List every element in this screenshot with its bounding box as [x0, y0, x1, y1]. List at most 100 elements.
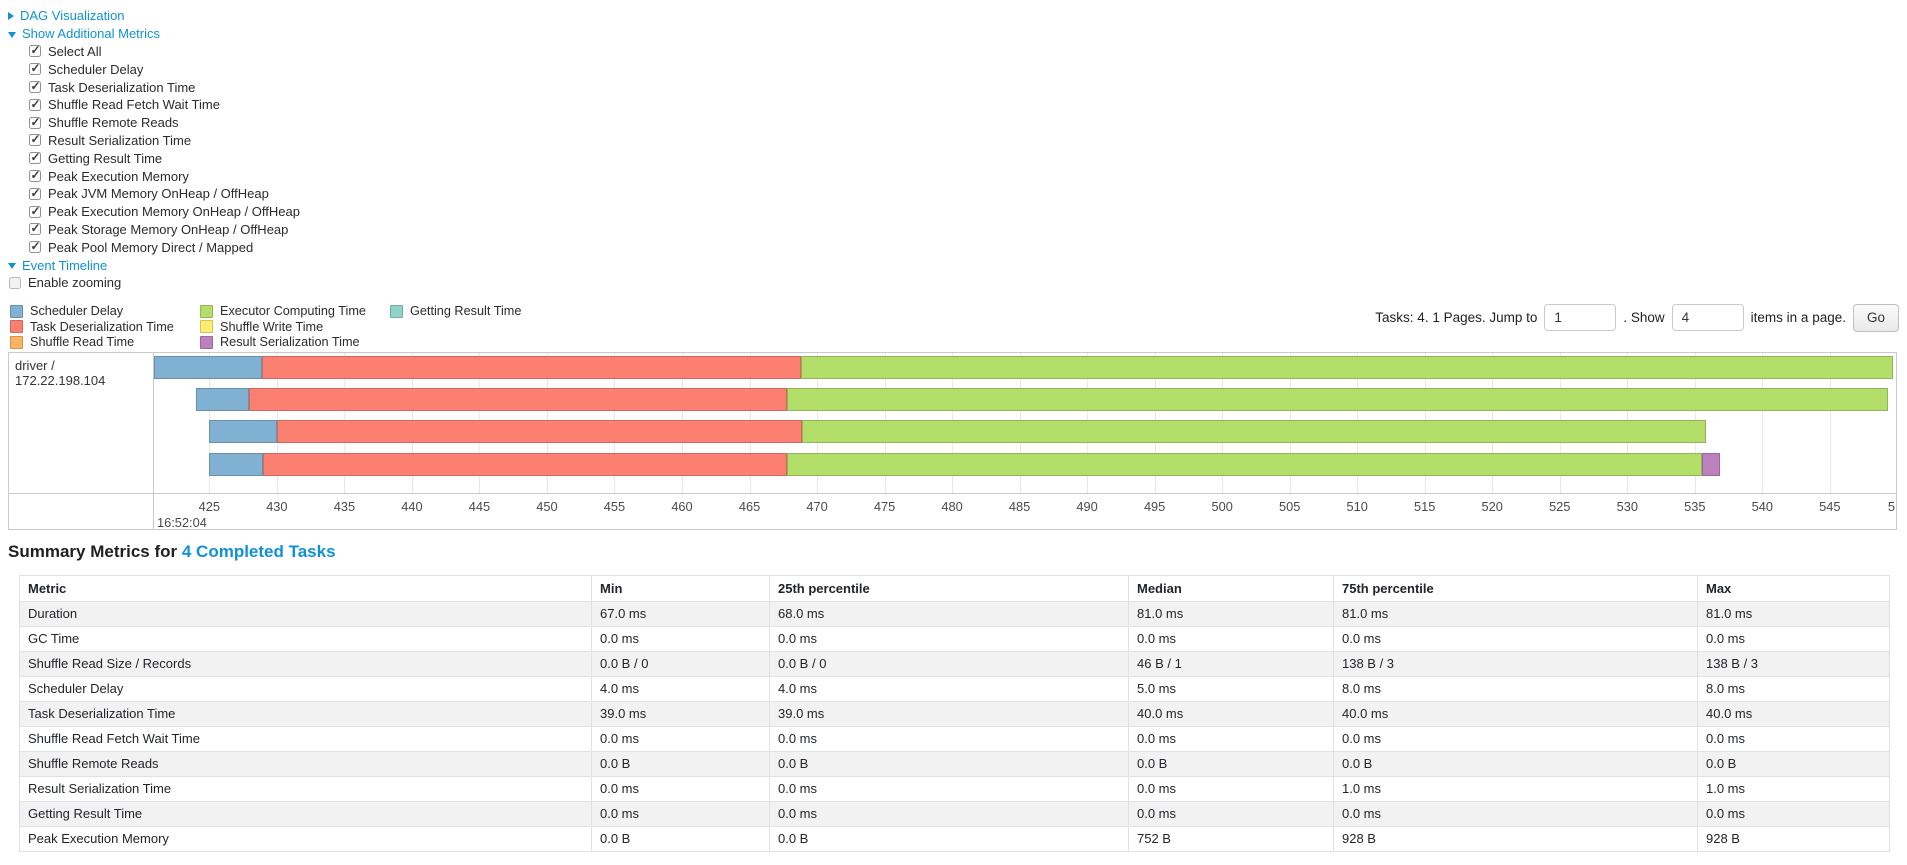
- pagination-prefix-text: Tasks: 4. 1 Pages. Jump to: [1375, 310, 1538, 326]
- metric-checkbox-5[interactable]: [29, 132, 41, 147]
- metric-value-cell: 4.0 ms: [591, 675, 770, 702]
- metric-checkbox-3[interactable]: [29, 97, 41, 111]
- axis-tick-label: 470: [806, 498, 828, 514]
- metric-name-cell: Getting Result Time: [19, 800, 592, 827]
- metric-value-cell: 39.0 ms: [591, 700, 770, 727]
- metric-checkbox-6[interactable]: [29, 150, 41, 165]
- metric-value-cell: 0.0 ms: [591, 800, 770, 827]
- timeline-bar-segment-executor-computing-time[interactable]: [802, 420, 1706, 444]
- go-button[interactable]: Go: [1852, 303, 1899, 332]
- metric-value-cell: 0.0 ms: [1128, 625, 1334, 652]
- axis-tick-label: 435: [333, 498, 356, 514]
- axis-tick-label: 445: [468, 498, 491, 514]
- metric-checkbox-row: Peak Execution Memory OnHeap / OffHeap: [29, 203, 1907, 221]
- metric-checkbox-row: Select All: [29, 43, 1907, 61]
- show-additional-metrics-label: Show Additional Metrics: [22, 26, 161, 42]
- axis-tick-label: 520: [1481, 498, 1503, 514]
- metric-checkbox-0[interactable]: [29, 43, 41, 58]
- table-row: Task Deserialization Time 39.0 ms 39.0 ms 4…: [19, 700, 1890, 727]
- table-row: Shuffle Remote Reads 0.0 B 0.0 B 0.0 B 0.0 B…: [19, 750, 1890, 777]
- metric-checkbox-4[interactable]: [29, 115, 41, 129]
- gridline: [1829, 352, 1831, 493]
- metric-value-cell: 0.0 ms: [1128, 800, 1334, 827]
- axis-time-label: 16:52:04: [157, 514, 207, 529]
- metric-name-cell: Shuffle Remote Reads: [19, 750, 592, 777]
- metric-checkbox-row: Peak Pool Memory Direct / Mapped: [29, 238, 1907, 256]
- table-header-cell: 75th percentile: [1333, 574, 1698, 602]
- legend-item: Shuffle Read Time: [10, 335, 200, 350]
- metric-value-cell: 0.0 ms: [1697, 800, 1890, 827]
- metric-value-cell: 0.0 ms: [769, 625, 1129, 652]
- event-timeline-toggle[interactable]: Event Timeline: [8, 256, 1907, 274]
- jump-to-page-input[interactable]: [1544, 304, 1617, 332]
- timeline-bar-segment-scheduler-delay[interactable]: [209, 452, 264, 476]
- legend-swatch-scheduler-delay: [10, 304, 23, 318]
- timeline-bar-segment-executor-computing-time[interactable]: [787, 388, 1888, 412]
- metric-value-cell: 0.0 B: [1128, 750, 1334, 777]
- dag-visualization-toggle[interactable]: DAG Visualization: [8, 7, 1907, 25]
- metric-value-cell: 4.0 ms: [769, 675, 1129, 702]
- metric-value-cell: 40.0 ms: [1333, 700, 1698, 727]
- metric-value-cell: 138 B / 3: [1697, 650, 1890, 677]
- metric-value-cell: 81.0 ms: [1333, 600, 1698, 627]
- enable-zooming-row: Enable zooming: [9, 274, 1907, 292]
- timeline-bar-segment-result-serialization-time[interactable]: [1701, 452, 1721, 476]
- metric-value-cell: 0.0 B: [591, 825, 770, 852]
- axis-tick-label: 525: [1549, 498, 1571, 514]
- axis-separator-left: [9, 492, 154, 494]
- timeline-bar-segment-task-deserialization-time[interactable]: [262, 355, 801, 379]
- timeline-plot-area: [154, 352, 1896, 493]
- timeline-bar-segment-scheduler-delay[interactable]: [154, 355, 263, 379]
- table-row: GC Time 0.0 ms 0.0 ms 0.0 ms 0.0 ms 0.0 ms: [19, 625, 1890, 652]
- metric-value-cell: 81.0 ms: [1128, 600, 1334, 627]
- metric-value-cell: 0.0 ms: [1697, 625, 1890, 652]
- axis-tick-label: 440: [401, 498, 423, 514]
- metric-checkbox-11[interactable]: [29, 239, 41, 254]
- metric-value-cell: 1.0 ms: [1333, 775, 1698, 802]
- timeline-legend-band: Scheduler Delay Task Deserialization Time…: [0, 292, 1907, 350]
- timeline-bar-segment-task-deserialization-time[interactable]: [263, 452, 788, 476]
- timeline-bar-segment-executor-computing-time[interactable]: [787, 452, 1702, 476]
- metric-value-cell: 0.0 B: [591, 750, 770, 777]
- metric-checkbox-8[interactable]: [29, 186, 41, 200]
- legend-column: Scheduler Delay Task Deserialization Time…: [10, 304, 200, 350]
- chevron-down-icon: [8, 31, 16, 38]
- axis-tick-label: 505: [1278, 498, 1301, 514]
- metric-checkbox-label: Select All: [48, 43, 102, 59]
- metric-value-cell: 0.0 ms: [1333, 725, 1698, 752]
- metric-checkbox-2[interactable]: [29, 79, 41, 94]
- metric-checkbox-7[interactable]: [29, 168, 41, 183]
- metric-value-cell: 5.0 ms: [1128, 675, 1334, 702]
- metric-checkbox-1[interactable]: [29, 61, 41, 76]
- chevron-right-icon: [8, 11, 14, 20]
- enable-zooming-checkbox[interactable]: [9, 276, 21, 289]
- timeline-bar-segment-scheduler-delay[interactable]: [209, 420, 277, 444]
- metric-value-cell: 68.0 ms: [769, 600, 1129, 627]
- metric-value-cell: 0.0 B: [1333, 750, 1698, 777]
- axis-tick-label: 465: [738, 498, 761, 514]
- items-per-page-input[interactable]: [1671, 304, 1744, 332]
- metric-checkbox-10[interactable]: [29, 221, 41, 236]
- metric-checkbox-9[interactable]: [29, 204, 41, 218]
- timeline-bar-segment-scheduler-delay[interactable]: [195, 388, 249, 412]
- metric-checkbox-label: Peak Execution Memory: [48, 168, 189, 184]
- metric-value-cell: 0.0 ms: [1333, 625, 1698, 652]
- metric-name-cell: Shuffle Read Size / Records: [19, 650, 592, 677]
- gridline: [1762, 352, 1764, 493]
- axis-tick-label: 430: [266, 498, 288, 514]
- metric-checkbox-label: Shuffle Remote Reads: [48, 115, 179, 131]
- legend-swatch-shuffle-write-time: [200, 320, 213, 334]
- legend-label: Executor Computing Time: [220, 304, 366, 319]
- completed-tasks-link[interactable]: 4 Completed Tasks: [181, 541, 336, 561]
- metric-value-cell: 0.0 ms: [1333, 800, 1698, 827]
- metric-value-cell: 0.0 B / 0: [591, 650, 770, 677]
- metric-value-cell: 46 B / 1: [1128, 650, 1334, 677]
- timeline-bar-segment-executor-computing-time[interactable]: [800, 355, 1894, 379]
- table-row: Shuffle Read Fetch Wait Time 0.0 ms 0.0 ms…: [19, 725, 1890, 752]
- axis-tick-label: 480: [941, 498, 963, 514]
- timeline-bar-segment-task-deserialization-time[interactable]: [248, 388, 788, 412]
- show-additional-metrics-toggle[interactable]: Show Additional Metrics: [8, 25, 1907, 43]
- metric-checkbox-label: Result Serialization Time: [48, 132, 192, 148]
- timeline-bar-segment-task-deserialization-time[interactable]: [276, 420, 803, 444]
- axis-tick-label: 485: [1008, 498, 1031, 514]
